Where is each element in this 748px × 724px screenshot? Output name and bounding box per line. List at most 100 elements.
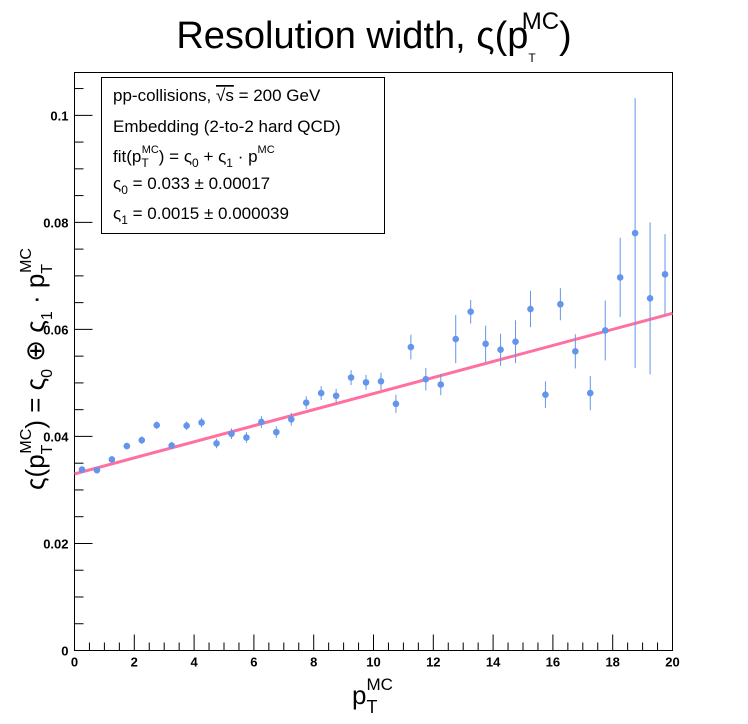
x-tick-label: 12 <box>426 655 440 670</box>
data-point <box>392 394 400 413</box>
data-point <box>407 334 415 360</box>
point-marker <box>542 391 549 398</box>
data-point <box>317 386 325 401</box>
point-marker <box>273 428 280 436</box>
axis-ticks: 0 2 4 6 8 10 12 14 16 18 20 0 0.02 0.04 0.06 0.08 0.1 <box>43 88 680 670</box>
point-marker <box>302 399 310 407</box>
legend-line-1: pp-collisions, √s = 200 GeV <box>113 86 321 105</box>
data-point <box>661 234 669 315</box>
legend-line-2: Embedding (2-to-2 hard QCD) <box>113 117 341 136</box>
point-marker <box>332 392 340 400</box>
data-point <box>347 370 355 386</box>
fit-line <box>74 311 673 476</box>
data-point <box>482 325 489 363</box>
data-point <box>183 421 190 431</box>
point-marker <box>572 348 579 355</box>
chart-title: Resolution width, ς(pTMC) <box>176 8 571 65</box>
data-point <box>616 237 624 318</box>
point-marker <box>213 440 220 447</box>
x-tick-label: 4 <box>190 655 198 670</box>
point-marker <box>631 229 639 237</box>
point-marker <box>258 418 265 426</box>
legend-line-5: ς1 = 0.0015 ± 0.000039 <box>113 204 289 227</box>
data-point <box>243 432 250 443</box>
data-point <box>377 372 385 390</box>
fit-layer <box>74 311 673 476</box>
data-point <box>138 436 146 444</box>
data-point <box>273 426 280 439</box>
data-point <box>512 320 519 364</box>
point-marker <box>527 305 534 313</box>
x-tick-label: 6 <box>250 655 257 670</box>
x-tick-label: 18 <box>605 655 619 670</box>
point-marker <box>512 338 519 345</box>
legend: pp-collisions, √s = 200 GeV Embedding (2… <box>101 77 385 234</box>
y-tick-label: 0 <box>61 644 68 659</box>
point-marker <box>601 327 609 334</box>
y-tick-label: 0.06 <box>43 322 68 337</box>
y-axis-title: ς(pTMC) = ς0 ⊕ ς1 · pTMC <box>18 248 56 490</box>
point-marker <box>138 436 146 444</box>
points-layer <box>78 98 669 474</box>
data-point <box>123 442 131 450</box>
point-marker <box>377 378 385 385</box>
point-marker <box>168 442 175 449</box>
point-marker <box>198 419 205 426</box>
point-marker <box>467 308 474 316</box>
point-marker <box>362 379 370 386</box>
data-point <box>332 388 340 403</box>
x-tick-label: 14 <box>486 655 501 670</box>
x-tick-label: 0 <box>71 655 78 670</box>
data-point <box>601 300 609 361</box>
point-marker <box>616 274 624 281</box>
point-marker <box>153 421 161 429</box>
point-marker <box>407 343 415 351</box>
data-point <box>302 396 310 410</box>
point-marker <box>557 300 564 308</box>
point-marker <box>78 466 86 473</box>
data-point <box>258 416 265 428</box>
data-point <box>572 334 579 369</box>
point-marker <box>347 374 355 381</box>
point-marker <box>437 381 445 388</box>
data-point <box>631 98 639 368</box>
point-marker <box>317 389 325 397</box>
data-point <box>557 288 564 321</box>
point-marker <box>646 295 654 302</box>
y-tick-label: 0.04 <box>43 429 69 444</box>
y-tick-label: 0.02 <box>43 536 68 551</box>
data-point <box>78 466 86 473</box>
legend-box <box>101 77 385 234</box>
data-point <box>228 428 235 440</box>
data-point <box>497 333 504 366</box>
x-tick-label: 8 <box>310 655 317 670</box>
x-tick-label: 2 <box>131 655 138 670</box>
data-point <box>527 290 534 328</box>
point-marker <box>123 442 131 450</box>
data-point <box>452 314 460 364</box>
point-marker <box>452 335 460 343</box>
data-point <box>362 374 370 390</box>
data-point <box>586 375 594 411</box>
point-marker <box>392 400 400 408</box>
y-tick-label: 0.08 <box>43 215 68 230</box>
data-point <box>646 222 654 375</box>
data-point <box>437 373 445 396</box>
point-marker <box>93 466 101 474</box>
data-point <box>467 299 474 324</box>
x-axis-title: pTMC <box>352 675 393 717</box>
point-marker <box>661 270 669 278</box>
y-tick-label: 0.1 <box>50 108 68 123</box>
point-marker <box>228 430 235 438</box>
data-point <box>198 417 205 428</box>
data-point <box>93 466 101 474</box>
point-marker <box>586 389 594 397</box>
data-point <box>213 438 220 449</box>
point-marker <box>183 422 190 430</box>
x-tick-label: 16 <box>546 655 560 670</box>
point-marker <box>243 434 250 441</box>
point-marker <box>482 340 489 348</box>
data-point <box>168 441 175 450</box>
data-point <box>108 456 116 463</box>
legend-line-4: ς0 = 0.033 ± 0.00017 <box>113 174 270 197</box>
